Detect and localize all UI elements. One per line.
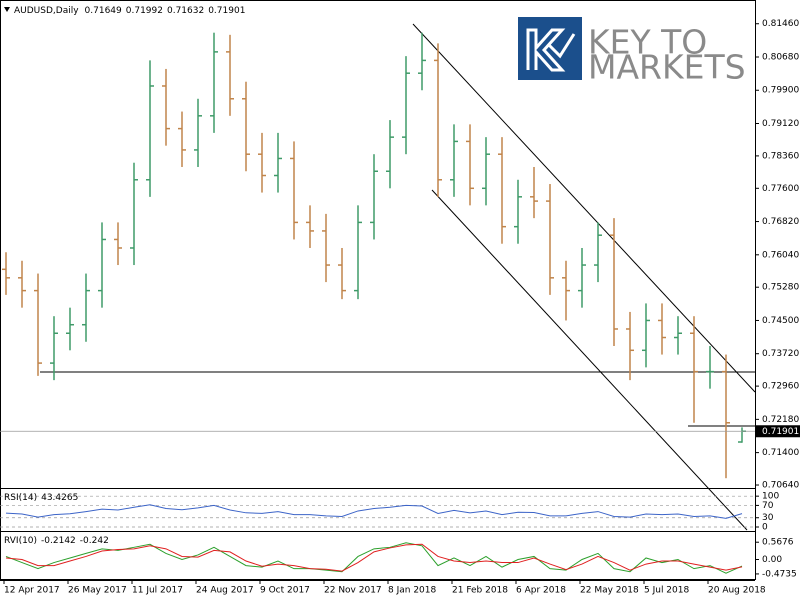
y-tick-label: 70 bbox=[762, 501, 774, 511]
y-tick-label: 0.80680 bbox=[762, 52, 799, 62]
logo-text: MARKETS bbox=[588, 48, 746, 87]
y-tick-label: 0.79120 bbox=[762, 119, 799, 129]
x-tick-label: 12 Apr 2017 bbox=[4, 586, 60, 596]
logo: KEY TO MARKETS bbox=[518, 17, 746, 87]
high-value: 0.71992 bbox=[126, 6, 163, 16]
logo-icon bbox=[546, 33, 576, 59]
x-tick-label: 22 May 2018 bbox=[580, 586, 639, 596]
open-value: 0.71649 bbox=[85, 6, 122, 16]
y-tick-label: 0.76820 bbox=[762, 217, 799, 227]
indicator-value: 43.4265 bbox=[41, 493, 78, 503]
indicator-header: RSI(14) 43.4265 bbox=[4, 493, 78, 503]
y-tick-label: 0.72960 bbox=[762, 382, 799, 392]
y-tick-label: 0.5676 bbox=[762, 538, 794, 548]
x-tick-label: 9 Oct 2017 bbox=[260, 586, 310, 596]
indicator-name: RVI(10) bbox=[4, 536, 37, 546]
x-tick-label: 8 Jan 2018 bbox=[388, 586, 436, 596]
x-tick-label: 22 Nov 2017 bbox=[324, 586, 382, 596]
indicator-line bbox=[5, 543, 743, 572]
x-tick-label: 5 Jul 2018 bbox=[644, 586, 689, 596]
chart-header: AUDUSD,Daily 0.71649 0.71992 0.71632 0.71901 bbox=[14, 6, 245, 16]
indicator-value: -0.242 bbox=[80, 536, 109, 546]
close-value: 0.71901 bbox=[208, 6, 245, 16]
y-tick-label: 100 bbox=[762, 492, 779, 502]
x-tick-label: 11 Jul 2017 bbox=[132, 586, 183, 596]
logo-icon bbox=[526, 28, 566, 72]
channel-line bbox=[431, 189, 748, 531]
x-tick-label: 6 Apr 2018 bbox=[516, 586, 566, 596]
indicator-line bbox=[5, 504, 743, 519]
indicator-line bbox=[5, 542, 743, 574]
y-tick-label: 0.78360 bbox=[762, 151, 799, 161]
y-tick-label: 0.70640 bbox=[762, 481, 799, 491]
y-tick-label: 0.79900 bbox=[762, 86, 799, 96]
y-tick-label: -0.4735 bbox=[762, 569, 797, 579]
y-tick-label: 0.76040 bbox=[762, 250, 799, 260]
y-tick-label: 0.72180 bbox=[762, 415, 799, 425]
channel-line bbox=[412, 23, 756, 393]
y-tick-label: 0.81460 bbox=[762, 19, 799, 29]
current-price-label: 0.71901 bbox=[762, 427, 799, 437]
y-tick-label: 0 bbox=[762, 522, 768, 532]
indicator-value: -0.2142 bbox=[41, 536, 76, 546]
y-tick-label: 0.75280 bbox=[762, 283, 799, 293]
indicator-header: RVI(10) -0.2142 -0.242 bbox=[4, 536, 109, 546]
y-tick-label: 0.74500 bbox=[762, 316, 799, 326]
low-value: 0.71632 bbox=[167, 6, 204, 16]
logo-text: KEY TO bbox=[588, 23, 707, 62]
y-tick-label: 0.73720 bbox=[762, 349, 799, 359]
current-price-box bbox=[756, 425, 800, 438]
y-tick-label: 30 bbox=[762, 513, 774, 523]
x-tick-label: 24 Aug 2017 bbox=[196, 586, 254, 596]
y-tick-label: 0.71400 bbox=[762, 448, 799, 458]
y-tick-label: 0.77600 bbox=[762, 184, 799, 194]
y-tick-label: 0.00 bbox=[762, 555, 782, 565]
indicator-name: RSI(14) bbox=[4, 493, 37, 503]
x-tick-label: 26 May 2017 bbox=[68, 586, 127, 596]
x-tick-label: 21 Feb 2018 bbox=[452, 586, 508, 596]
x-tick-label: 20 Aug 2018 bbox=[708, 586, 766, 596]
menu-arrow bbox=[4, 7, 10, 12]
symbol: AUDUSD,Daily bbox=[14, 6, 79, 16]
